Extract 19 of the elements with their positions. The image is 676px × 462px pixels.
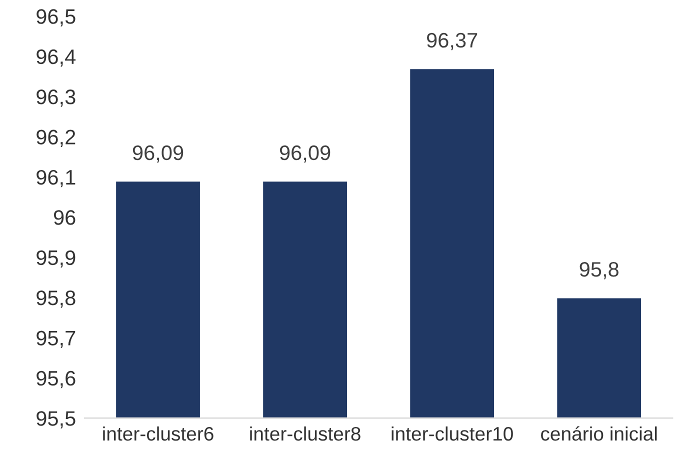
- y-tick-label: 95,8: [36, 290, 76, 308]
- data-label: 96,09: [280, 145, 330, 163]
- x-tick-label: cenário inicial: [541, 426, 657, 441]
- x-tick-label: inter-cluster8: [250, 426, 360, 441]
- y-tick-label: 96,5: [36, 9, 76, 26]
- y-tick-label: 96,3: [36, 90, 76, 107]
- y-tick-label: 96,2: [36, 130, 76, 147]
- data-label: 96,37: [426, 32, 478, 50]
- y-tick-label: 95,9: [36, 250, 76, 268]
- y-tick-label: 96,4: [36, 49, 76, 67]
- y-tick-label: 96: [54, 210, 76, 225]
- data-label: 96,09: [132, 145, 184, 163]
- x-tick-label: inter-cluster10: [392, 426, 513, 441]
- y-tick-label: 95,7: [36, 330, 76, 348]
- data-label: 95,8: [580, 262, 618, 280]
- x-tick-label: inter-cluster6: [103, 426, 214, 441]
- y-tick-label: 95,5: [36, 411, 76, 428]
- y-tick-label: 95,6: [36, 370, 76, 388]
- y-tick-label: 96,1: [36, 170, 76, 188]
